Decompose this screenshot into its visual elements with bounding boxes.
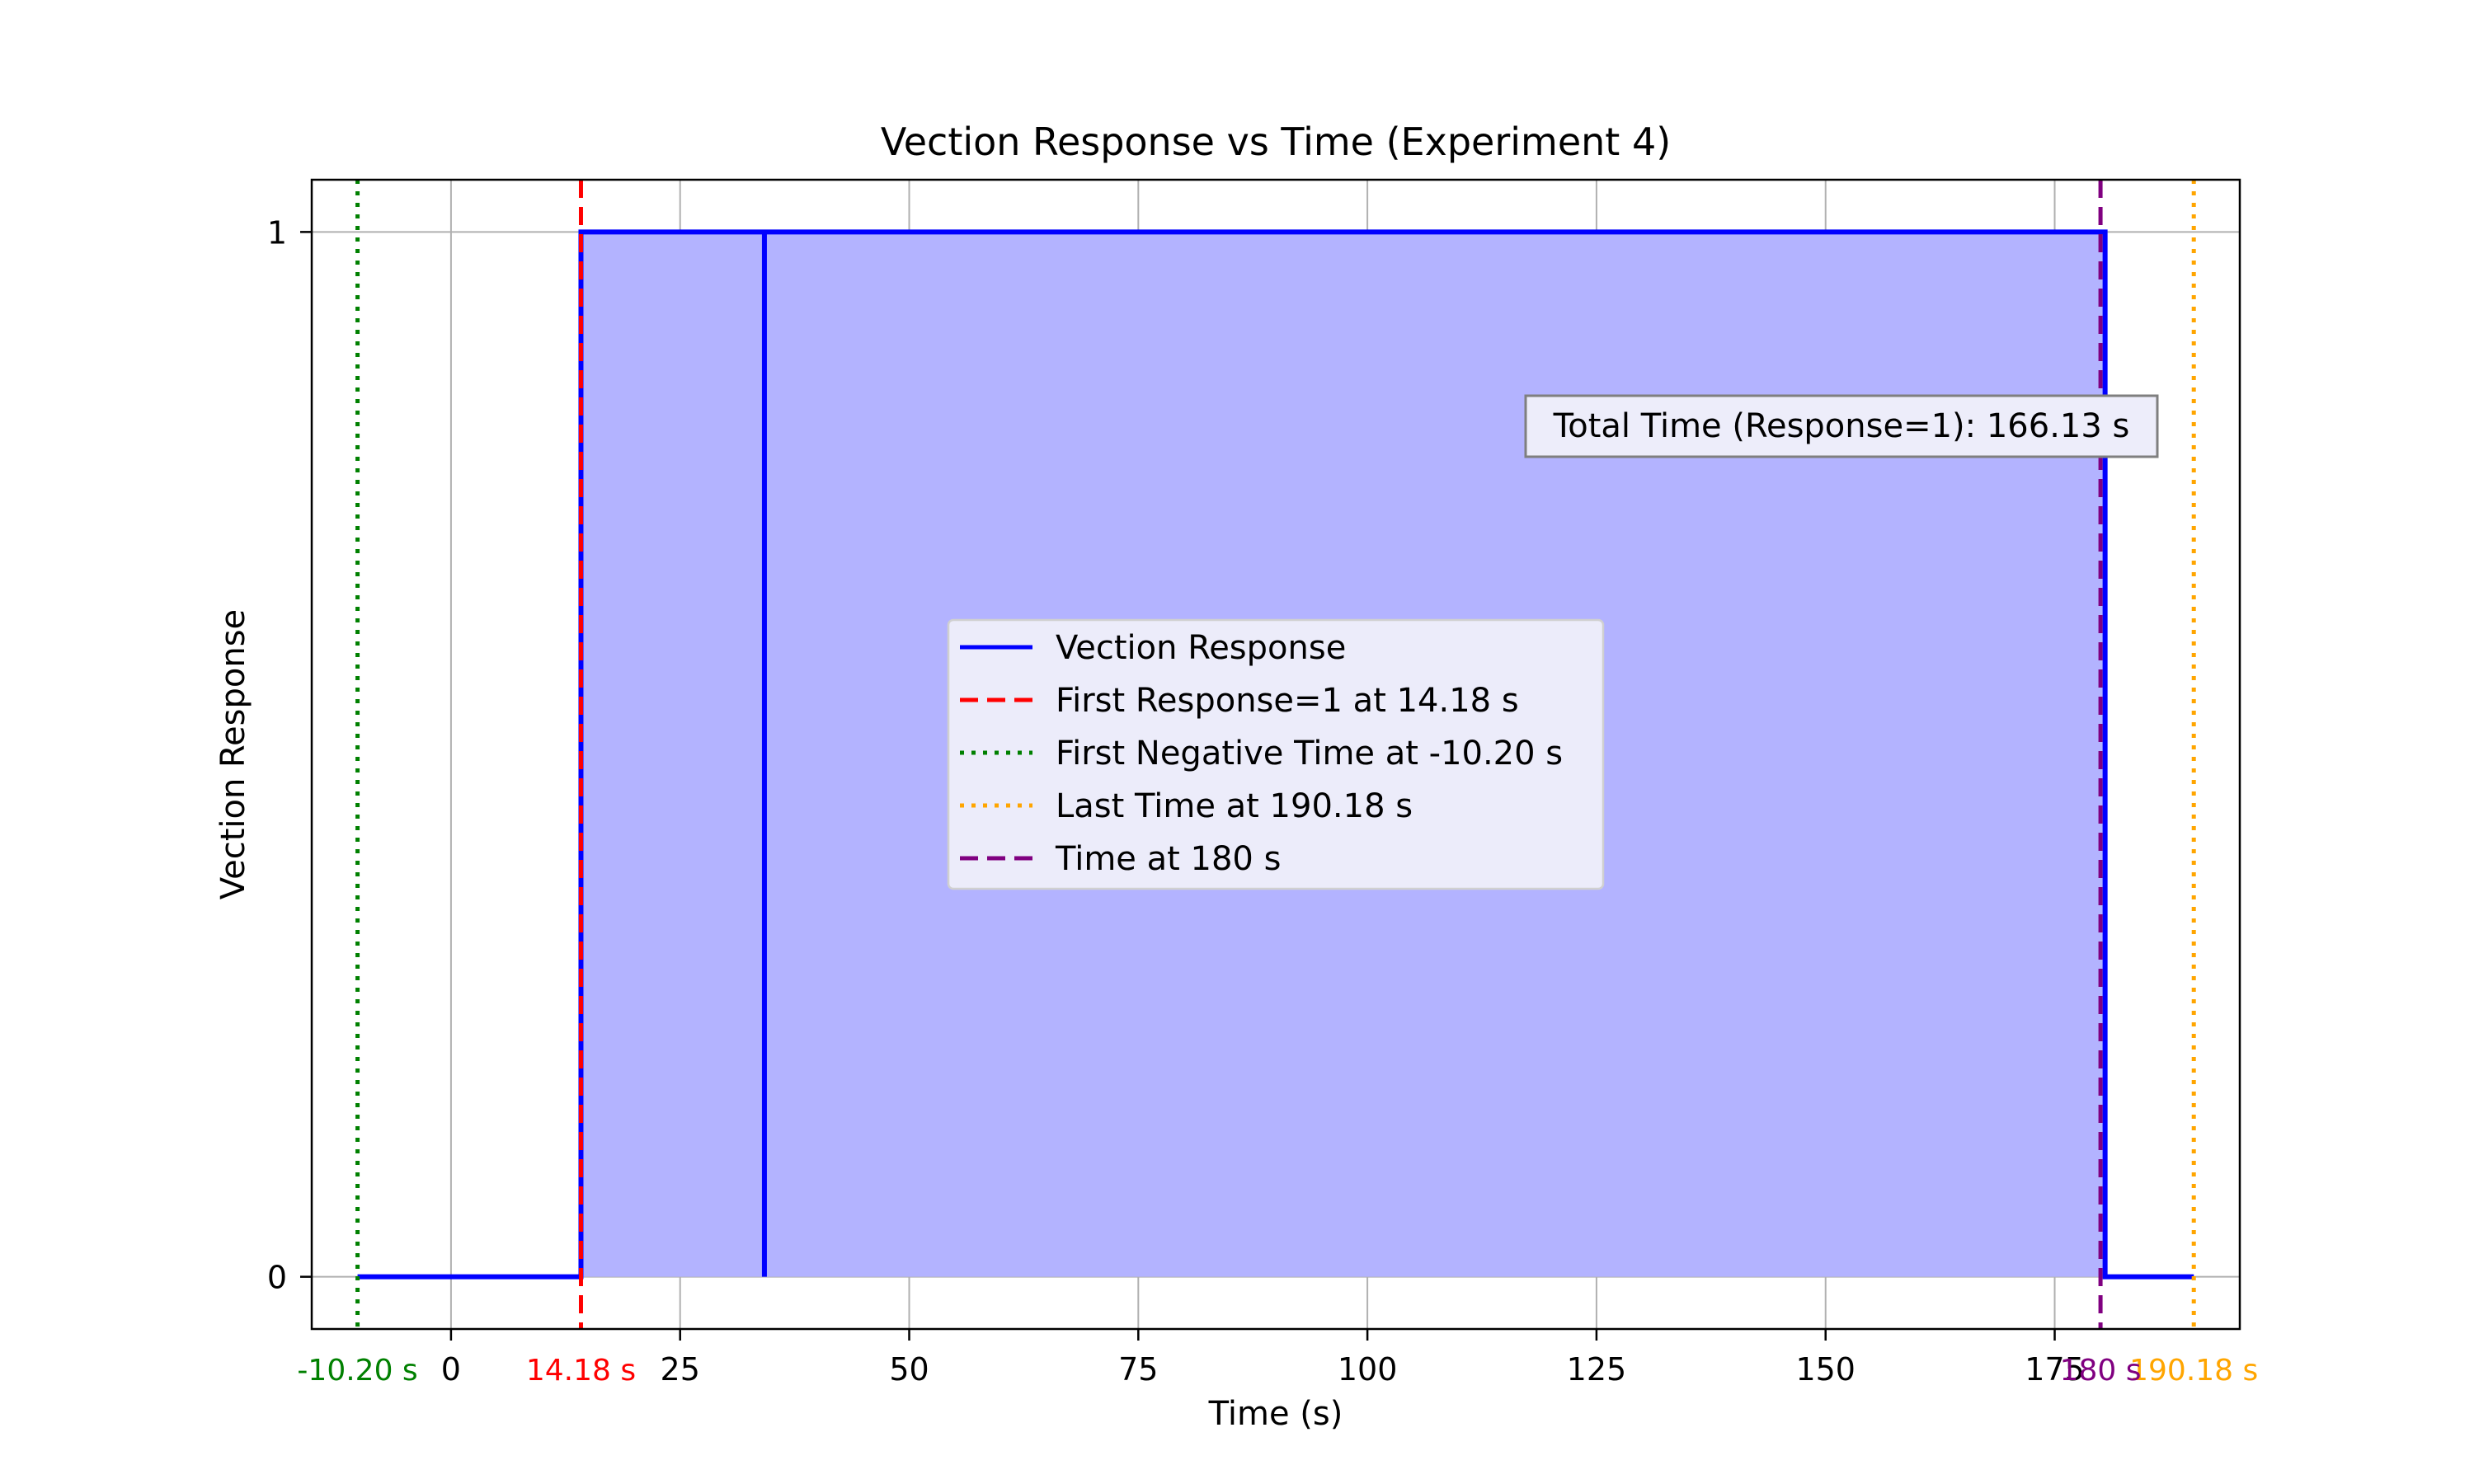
x-tick-label: 100 <box>1338 1351 1398 1388</box>
reference-line-label: -10.20 s <box>297 1354 417 1388</box>
plot-frame <box>310 178 2241 1331</box>
legend-entry-label: First Negative Time at -10.20 s <box>1056 735 1563 773</box>
y-tick-label: 0 <box>267 1260 287 1296</box>
y-tick-label: 1 <box>267 214 287 251</box>
reference-line-label: 190.18 s <box>2129 1354 2258 1388</box>
chart-title: Vection Response vs Time (Experiment 4) <box>881 120 1671 164</box>
legend-entry-label: Time at 180 s <box>1055 840 1281 878</box>
legend-box <box>947 618 1605 890</box>
reference-line-label: 180 s <box>2060 1354 2142 1388</box>
legend-entry-label: Vection Response <box>1056 629 1346 667</box>
y-axis-label: Vection Response <box>214 609 252 899</box>
x-tick-label: 125 <box>1567 1351 1627 1388</box>
x-tick-label: 0 <box>441 1351 461 1388</box>
x-axis-label: Time (s) <box>1208 1395 1343 1433</box>
x-tick-label: 50 <box>889 1351 929 1388</box>
legend-entry-label: Last Time at 190.18 s <box>1056 787 1413 825</box>
x-tick-label: 150 <box>1795 1351 1856 1388</box>
x-tick-label: 25 <box>661 1351 700 1388</box>
annotation-box <box>1524 394 2159 458</box>
annotation-text: Total Time (Response=1): 166.13 s <box>1553 407 2130 445</box>
reference-line-label: 14.18 s <box>526 1354 636 1388</box>
legend-entry-label: First Response=1 at 14.18 s <box>1056 682 1519 720</box>
x-tick-label: 175 <box>2025 1351 2085 1388</box>
x-tick-label: 75 <box>1118 1351 1158 1388</box>
